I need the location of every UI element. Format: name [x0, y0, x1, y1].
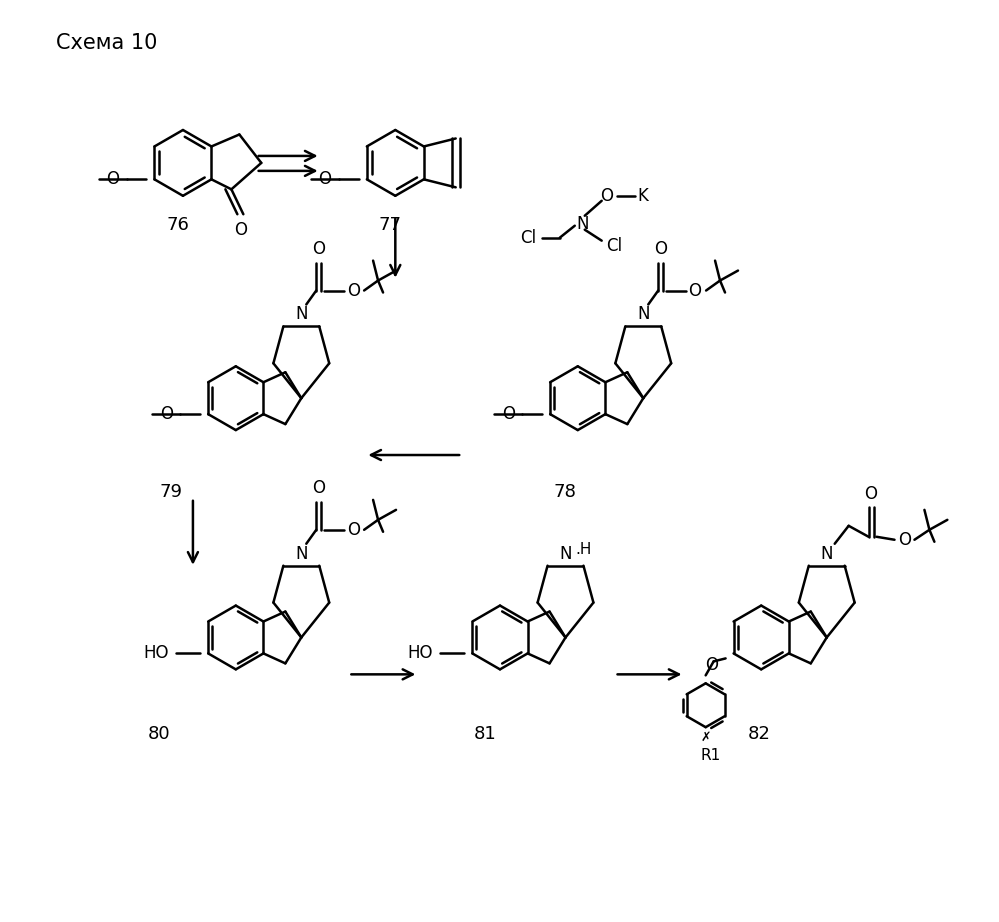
Text: O: O — [898, 531, 911, 549]
Text: 81: 81 — [474, 726, 497, 743]
Text: Cl: Cl — [606, 237, 622, 254]
Text: .H: .H — [575, 542, 591, 557]
Text: 77: 77 — [379, 216, 402, 233]
Text: Cl: Cl — [519, 229, 536, 247]
Text: N: N — [295, 545, 308, 562]
Text: ✗: ✗ — [700, 730, 711, 744]
Text: O: O — [312, 479, 325, 497]
Text: O: O — [688, 281, 701, 300]
Text: O: O — [106, 171, 119, 188]
Text: HO: HO — [144, 644, 169, 662]
Text: 76: 76 — [167, 216, 190, 233]
Text: O: O — [653, 240, 666, 257]
Text: K: K — [637, 187, 648, 205]
Text: N: N — [295, 305, 308, 324]
Text: Схема 10: Схема 10 — [56, 33, 158, 53]
Text: O: O — [234, 221, 247, 239]
Text: 79: 79 — [159, 483, 182, 501]
Text: 78: 78 — [553, 483, 576, 501]
Text: O: O — [312, 240, 325, 257]
Text: O: O — [501, 405, 514, 423]
Text: O: O — [347, 281, 360, 300]
Text: N: N — [576, 215, 589, 232]
Text: O: O — [600, 187, 613, 205]
Text: N: N — [559, 545, 571, 562]
Text: N: N — [820, 545, 833, 562]
Text: HO: HO — [408, 644, 434, 662]
Text: 82: 82 — [748, 726, 770, 743]
Text: O: O — [347, 521, 360, 538]
Text: O: O — [864, 485, 877, 502]
Text: R1: R1 — [700, 748, 720, 762]
Text: N: N — [637, 305, 649, 324]
Text: O: O — [160, 405, 173, 423]
Text: O: O — [705, 656, 718, 674]
Text: O: O — [319, 171, 332, 188]
Text: 80: 80 — [148, 726, 171, 743]
